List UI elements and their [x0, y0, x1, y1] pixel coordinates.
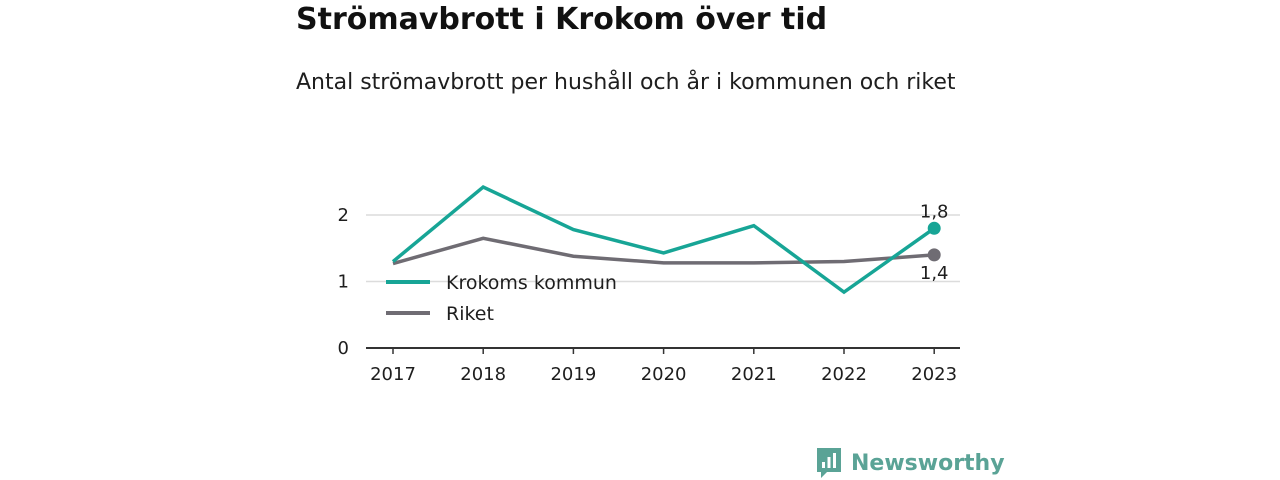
series-end-point-krokom [927, 221, 941, 235]
x-tick-label: 2019 [550, 364, 596, 385]
chart-title: Strömavbrott i Krokom över tid [296, 2, 828, 37]
series-line-riket [392, 236, 935, 266]
y-tick-label: 1 [338, 272, 349, 293]
chart-subtitle: Antal strömavbrott per hushåll och år i … [296, 70, 956, 95]
brand-name: Newsworthy [851, 450, 1005, 476]
data-label-riket: 1,4 [920, 263, 949, 284]
y-tick-label: 0 [338, 338, 349, 359]
data-label-krokom: 1,8 [920, 201, 949, 222]
x-tick-label: 2023 [911, 364, 957, 385]
legend-label-krokom: Krokoms kommun [446, 272, 617, 294]
newsworthy-logo-icon [817, 448, 841, 478]
x-tick-label: 2021 [731, 364, 777, 385]
legend-label-riket: Riket [446, 303, 494, 325]
y-tick-label: 2 [338, 205, 349, 226]
x-tick-label: 2018 [460, 364, 506, 385]
series-end-point-riket [927, 248, 941, 262]
x-tick-label: 2020 [641, 364, 687, 385]
brand-logo: Newsworthy [815, 446, 1005, 480]
x-tick-label: 2022 [821, 364, 867, 385]
x-tick-label: 2017 [370, 364, 416, 385]
series-line-krokom [391, 185, 936, 295]
